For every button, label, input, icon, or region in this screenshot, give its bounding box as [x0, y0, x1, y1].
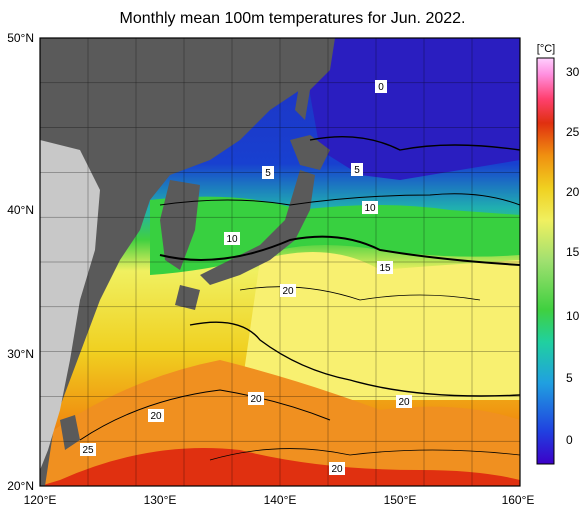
graticule [40, 38, 520, 486]
contour-lines [79, 136, 520, 461]
lat-axis: 50°N 40°N 30°N 20°N [7, 31, 34, 493]
sakhalin-island [295, 38, 335, 120]
contour-line [239, 286, 481, 301]
masked-land [40, 140, 100, 470]
colorbar-tick: 25 [566, 125, 580, 139]
contour-line [159, 235, 520, 266]
contour-label: 15 [379, 263, 391, 274]
contour-labels: 0 5 5 10 10 15 20 20 20 20 20 25 [80, 80, 412, 475]
lat-label: 50°N [7, 31, 34, 45]
colorbar: [°C] 30 25 20 15 10 5 0 [536, 43, 580, 465]
contour-label: 20 [250, 394, 262, 405]
contour-label: 5 [354, 165, 360, 176]
colorbar-unit: [°C] [537, 43, 555, 55]
colorbar-tick: 10 [566, 309, 580, 323]
contour-line [189, 321, 520, 397]
contour-label: 20 [282, 286, 294, 297]
map-frame [39, 37, 521, 487]
lon-label: 140°E [264, 493, 297, 507]
colorbar-tick: 5 [566, 371, 573, 385]
contour-label: 25 [82, 445, 94, 456]
lon-label: 120°E [24, 493, 57, 507]
lon-axis: 120°E 130°E 140°E 150°E 160°E [24, 493, 535, 507]
hokkaido-island [290, 135, 330, 170]
asia-mainland [40, 38, 300, 486]
contour-label: 10 [364, 203, 376, 214]
colorbar-gradient [536, 57, 555, 465]
contour-label: 20 [150, 411, 162, 422]
contour-line [79, 389, 331, 441]
korea-peninsula [160, 180, 200, 270]
colorbar-tick: 20 [566, 185, 580, 199]
colorbar-tick: 0 [566, 433, 573, 447]
lat-label: 40°N [7, 203, 34, 217]
warm-water-region [240, 252, 520, 400]
contour-line [309, 136, 520, 151]
kyushu-island [175, 285, 200, 310]
lon-label: 160°E [502, 493, 535, 507]
contour-label: 20 [398, 397, 410, 408]
contour-line [159, 193, 520, 206]
lon-label: 150°E [384, 493, 417, 507]
contour-label: 0 [378, 82, 384, 93]
colorbar-tick: 30 [566, 65, 580, 79]
lat-label: 20°N [7, 479, 34, 493]
contour-line [209, 448, 520, 461]
contour-label: 20 [331, 464, 343, 475]
lon-label: 130°E [144, 493, 177, 507]
lat-label: 30°N [7, 347, 34, 361]
contour-label: 5 [265, 168, 271, 179]
colorbar-tick: 15 [566, 245, 580, 259]
contour-label: 10 [226, 234, 238, 245]
map-title: Monthly mean 100m temperatures for Jun. … [119, 10, 466, 27]
